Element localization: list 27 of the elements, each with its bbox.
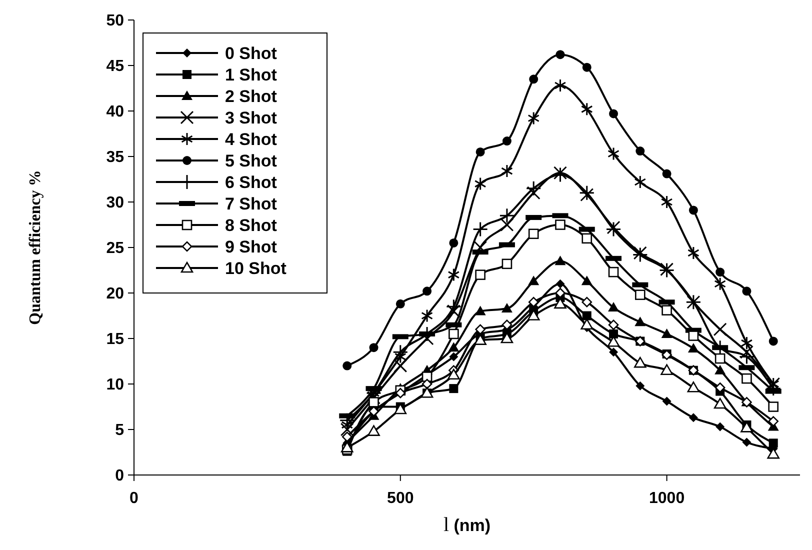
legend-label: 1 Shot xyxy=(225,66,278,85)
y-tick-label: 30 xyxy=(106,194,124,212)
legend-label: 4 Shot xyxy=(225,130,278,150)
y-axis-title: Quantum efficiency % xyxy=(27,170,44,325)
y-tick-label: 45 xyxy=(106,58,124,76)
y-tick-label: 40 xyxy=(106,104,124,121)
legend-label: 10 Shot xyxy=(225,259,287,278)
x-axis-title: l (nm) xyxy=(443,514,491,536)
y-tick-label: 5 xyxy=(115,422,124,440)
x-tick-label: 0 xyxy=(130,490,139,507)
legend-label: 7 Shot xyxy=(225,194,278,214)
y-tick-label: 10 xyxy=(106,376,124,394)
y-tick-label: 15 xyxy=(106,331,124,348)
legend-label: 9 Shot xyxy=(225,238,278,257)
legend-label: 8 Shot xyxy=(225,216,278,236)
y-tick-label: 0 xyxy=(115,468,124,485)
legend-label: 6 Shot xyxy=(225,173,278,192)
legend-label: 5 Shot xyxy=(225,152,278,171)
legend-label: 0 Shot xyxy=(225,44,278,64)
x-tick-label: 500 xyxy=(387,490,414,507)
legend-label: 2 Shot xyxy=(225,87,278,106)
legend-label: 3 Shot xyxy=(225,108,278,128)
y-tick-label: 25 xyxy=(106,240,124,258)
y-tick-label: 50 xyxy=(106,12,124,30)
y-tick-label: 35 xyxy=(106,149,124,166)
y-tick-label: 20 xyxy=(106,286,124,303)
x-tick-label: 1000 xyxy=(649,490,685,507)
